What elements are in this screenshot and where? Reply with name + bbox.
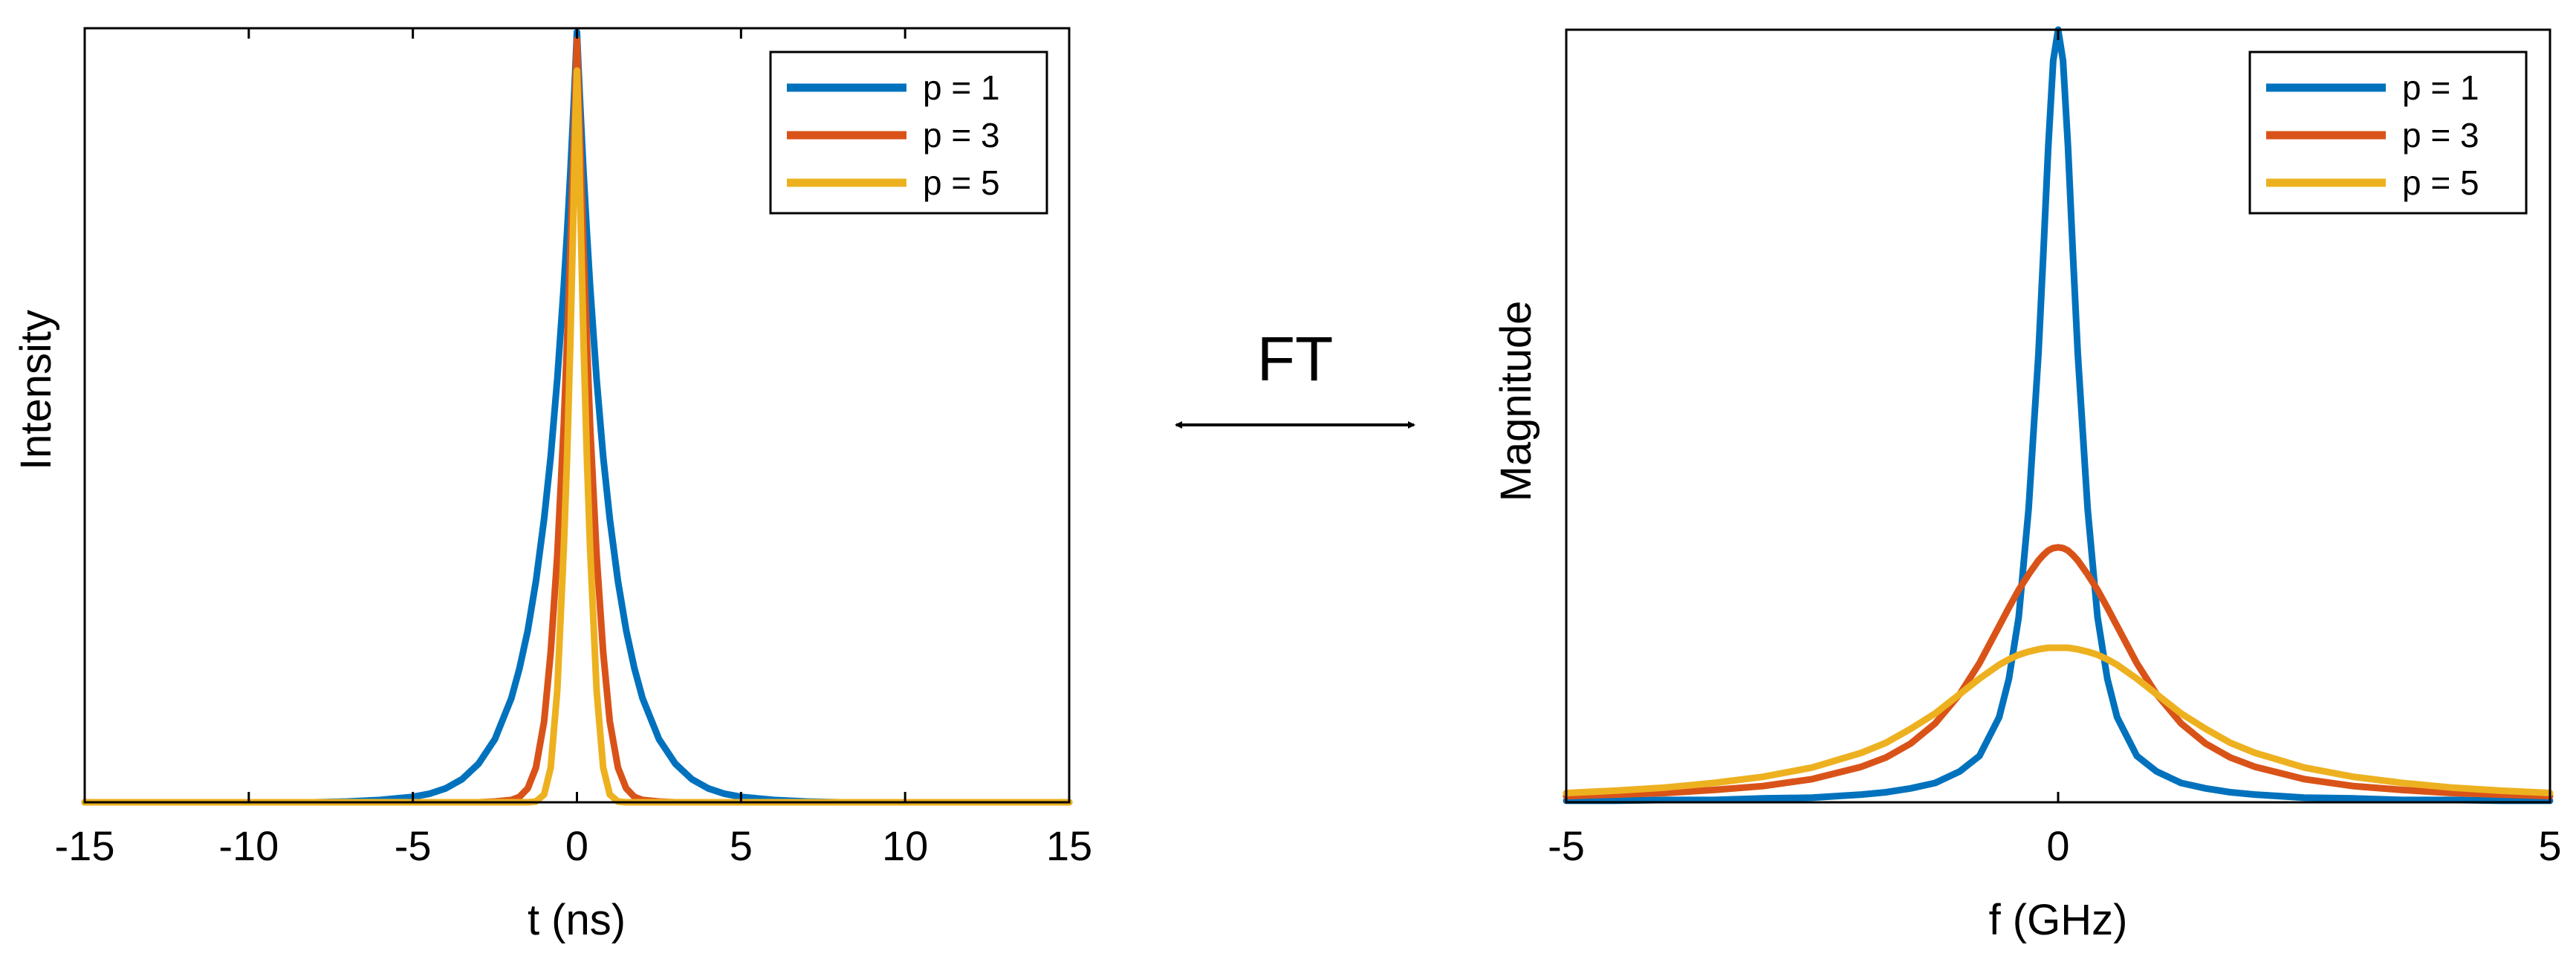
legend-label-3: p = 5 [923, 163, 1000, 202]
fourier-transform-annotation: FT [1175, 324, 1415, 429]
x-axis-label: f (GHz) [1989, 896, 2128, 944]
y-axis-label: Intensity [12, 310, 60, 470]
x-tick-label: 10 [882, 822, 928, 869]
ft-label: FT [1257, 324, 1334, 394]
x-tick-label: 5 [2538, 822, 2561, 869]
x-tick-label: -10 [218, 822, 279, 869]
legend-label-1: p = 1 [2402, 68, 2479, 107]
magnitude-chart: -5 0 5 f (GHz) Magnitude p = 1 p = 3 p = 5 [1492, 26, 2562, 944]
legend-label-2: p = 3 [2402, 116, 2479, 155]
series-line-3 [1563, 644, 2554, 796]
legend-label-3: p = 5 [2402, 163, 2479, 202]
intensity-chart: -15 -10 -5 0 5 10 15 t (ns) Intensity p = 1p =… [12, 27, 1092, 944]
legend: p = 1 p = 3 p = 5 [2248, 51, 2528, 215]
legend: p = 1 p = 3 p = 5 [769, 51, 1048, 215]
x-tick-label: -15 [55, 822, 115, 869]
legend-label-2: p = 3 [923, 116, 1000, 155]
x-tick-label: 0 [565, 822, 588, 869]
x-tick-label: 15 [1046, 822, 1092, 869]
y-axis-label: Magnitude [1492, 301, 1540, 502]
series-line-2 [1563, 544, 2554, 800]
x-axis-label: t (ns) [528, 896, 626, 944]
x-tick-label: -5 [1548, 822, 1585, 869]
legend-label-1: p = 1 [923, 68, 1000, 107]
x-tick-label: -5 [395, 822, 432, 869]
x-tick-label: 0 [2046, 822, 2069, 869]
x-tick-label: 5 [730, 822, 753, 869]
